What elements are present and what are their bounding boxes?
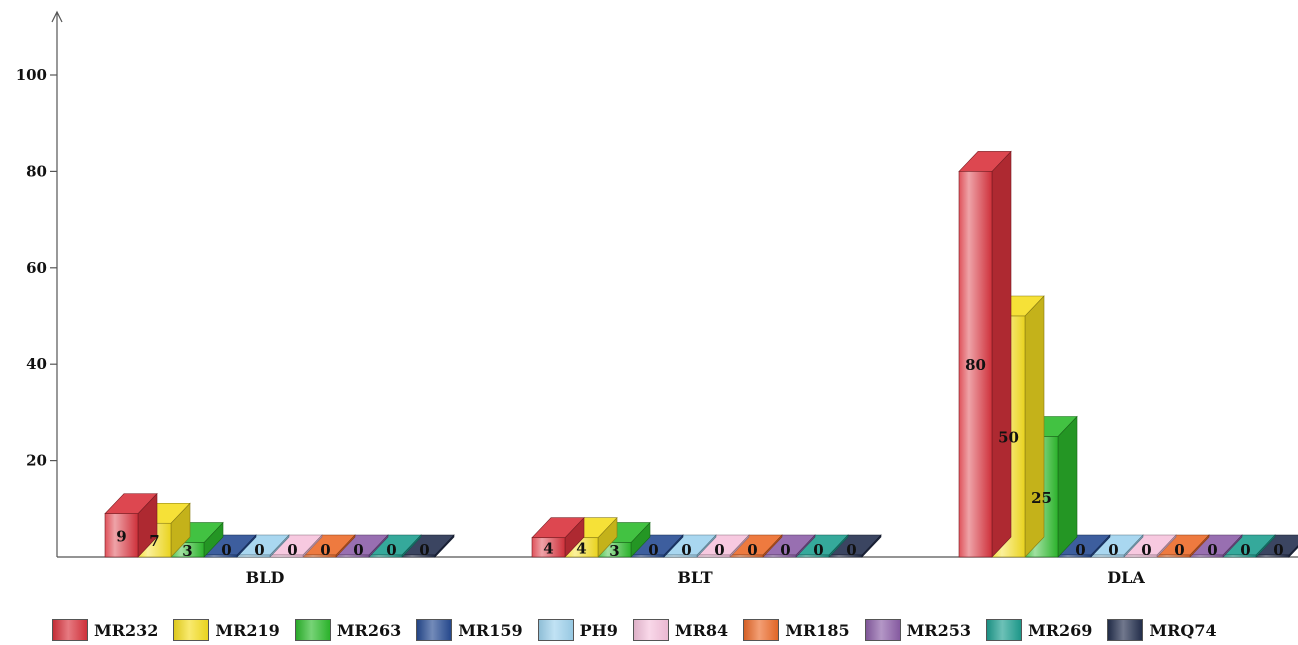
legend-label: MR84	[674, 620, 729, 640]
data-label: 4	[576, 539, 586, 557]
data-label: 0	[254, 541, 264, 559]
data-label: 0	[747, 541, 757, 559]
data-label: 9	[116, 527, 126, 545]
x-tick-label: BLD	[246, 568, 285, 587]
legend-swatch	[864, 619, 901, 641]
bar-front	[958, 171, 993, 558]
y-tick-label: 100	[16, 66, 47, 84]
data-label: 0	[386, 541, 396, 559]
data-label: 0	[419, 541, 429, 559]
bar-MR253-BLD	[335, 534, 389, 558]
data-label: 0	[320, 541, 330, 559]
bar-front	[531, 537, 566, 558]
data-label: 3	[182, 542, 192, 560]
data-label: 80	[965, 356, 986, 374]
legend-label: MR232	[94, 620, 159, 640]
bar-MR159-BLT	[630, 534, 684, 558]
legend-swatch	[294, 619, 331, 641]
legend-swatch	[1107, 619, 1144, 641]
legend-swatch	[632, 619, 669, 641]
bar-MR185-BLD	[302, 534, 356, 558]
y-tick-label: 80	[26, 162, 47, 180]
bar-front	[104, 513, 139, 558]
legend-swatch	[416, 619, 453, 641]
legend-item: MR232	[52, 619, 158, 641]
legend-label: MR263	[336, 620, 402, 640]
data-label: 25	[1031, 489, 1052, 507]
data-label: 0	[846, 541, 856, 559]
data-label: 0	[1207, 541, 1217, 559]
legend-swatch	[173, 619, 210, 641]
data-label: 0	[1108, 541, 1118, 559]
legend-label: MR219	[215, 620, 280, 640]
legend-item: MR263	[294, 619, 402, 641]
y-tick-label: 60	[26, 259, 47, 277]
data-label: 4	[543, 539, 553, 557]
data-label: 0	[1174, 541, 1184, 559]
legend-label: MR253	[906, 620, 971, 640]
legend-label: MR269	[1028, 620, 1093, 640]
bar-side	[1024, 295, 1045, 558]
bar-MR84-DLA	[1123, 534, 1177, 558]
bar-MR232-BLD	[104, 492, 158, 558]
legend-swatch	[52, 619, 88, 641]
legend-item: MR84	[632, 619, 729, 641]
data-label: 0	[780, 541, 790, 559]
legend-swatch	[743, 619, 780, 641]
legend-item: MRQ74	[1107, 619, 1217, 641]
y-tick-label: 20	[26, 452, 47, 470]
legend-swatch	[537, 619, 574, 641]
data-label: 0	[714, 541, 724, 559]
bar-PH9-DLA	[1090, 534, 1144, 558]
data-label: 3	[609, 542, 619, 560]
legend-label: MRQ74	[1149, 620, 1217, 640]
bar-MRQ74-BLT	[828, 534, 882, 558]
y-tick-label: 40	[26, 355, 47, 373]
data-label: 0	[681, 541, 691, 559]
y-axis-arrow	[51, 10, 63, 23]
data-label: 0	[1141, 541, 1151, 559]
bar-MR269-BLT	[795, 534, 849, 558]
legend: MR232 MR219 MR263 MR159 PH9 MR84 MR185 MR253 MR2…	[52, 615, 1232, 645]
bar-side	[991, 150, 1012, 558]
x-tick-label: BLT	[677, 568, 712, 587]
data-label: 0	[648, 541, 658, 559]
data-label: 0	[1273, 541, 1283, 559]
data-label: 0	[221, 541, 231, 559]
x-tick-label: DLA	[1107, 568, 1145, 587]
bar-MRQ74-DLA	[1255, 534, 1298, 558]
legend-label: MR159	[458, 620, 523, 640]
legend-swatch	[986, 619, 1022, 641]
legend-item: MR185	[743, 619, 850, 641]
bar-MR185-DLA	[1156, 534, 1210, 558]
legend-item: MR253	[864, 619, 971, 641]
legend-item: MR159	[416, 619, 523, 641]
legend-label: MR185	[785, 620, 850, 640]
bar-MR232-BLT	[531, 516, 585, 558]
data-label: 0	[353, 541, 363, 559]
data-label: 0	[1240, 541, 1250, 559]
bar-side	[1057, 415, 1078, 558]
legend-item: MR219	[173, 619, 280, 641]
data-label: 0	[813, 541, 823, 559]
legend-label: PH9	[579, 620, 618, 640]
bar-MR84-BLD	[269, 534, 323, 558]
data-label: 50	[998, 429, 1019, 447]
data-label: 7	[149, 532, 159, 550]
bar-MR232-DLA	[958, 150, 1012, 558]
data-label: 0	[1075, 541, 1085, 559]
data-label: 0	[287, 541, 297, 559]
legend-item: PH9	[537, 619, 618, 641]
legend-item: MR269	[986, 619, 1092, 641]
